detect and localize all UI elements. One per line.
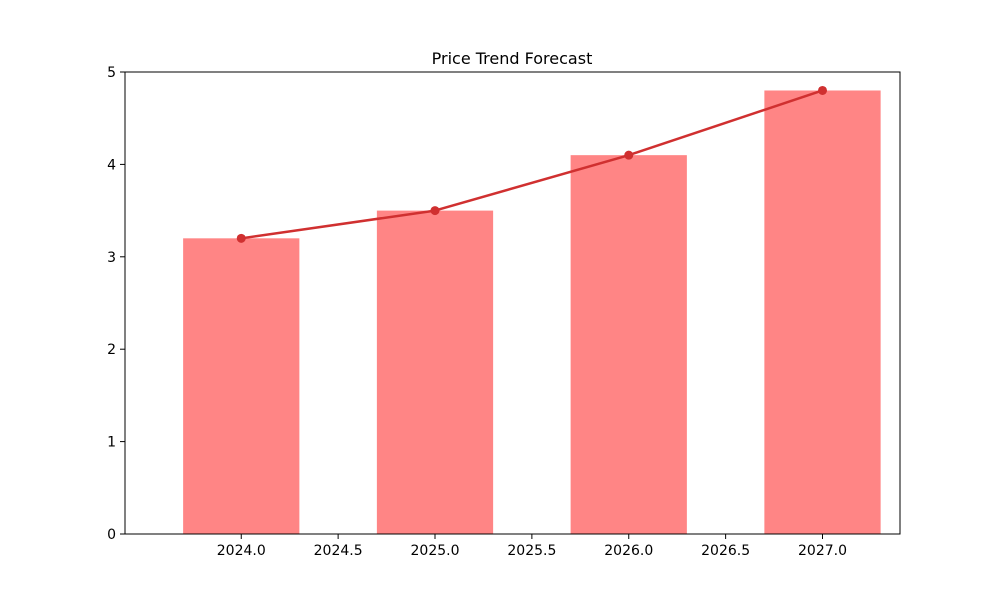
x-tick-label: 2025.0 — [411, 543, 460, 559]
y-tick-label: 4 — [107, 157, 116, 173]
bars-layer — [183, 90, 881, 534]
bar-2024 — [183, 238, 300, 534]
line-point-2026 — [624, 150, 634, 160]
x-tick-label: 2025.5 — [507, 543, 556, 559]
chart-title: Price Trend Forecast — [432, 49, 593, 68]
x-tick-label: 2026.0 — [604, 543, 653, 559]
bar-2027 — [764, 90, 881, 534]
plot-frame — [124, 71, 901, 535]
x-tick-label: 2024.5 — [314, 543, 363, 559]
axes-layer: 2024.0 2024.5 2025.0 2025.5 2026.0 2026.5 2027… — [107, 65, 901, 559]
y-tick-label: 0 — [107, 527, 116, 543]
bar-2025 — [376, 210, 494, 534]
y-tick-label: 5 — [107, 65, 116, 81]
x-tick-label: 2027.0 — [798, 543, 847, 559]
line-point-2025 — [430, 206, 440, 216]
y-tick-label: 3 — [107, 250, 116, 266]
line-point-2024 — [236, 233, 246, 243]
bar-2026 — [570, 155, 687, 534]
x-tick-label: 2026.5 — [701, 543, 750, 559]
y-tick-label: 1 — [107, 435, 116, 451]
line-point-2027 — [818, 85, 827, 95]
trend-line — [241, 89, 823, 240]
line-layer — [236, 85, 827, 243]
y-tick-label: 2 — [107, 342, 116, 358]
x-tick-label: 2024.0 — [217, 543, 266, 559]
